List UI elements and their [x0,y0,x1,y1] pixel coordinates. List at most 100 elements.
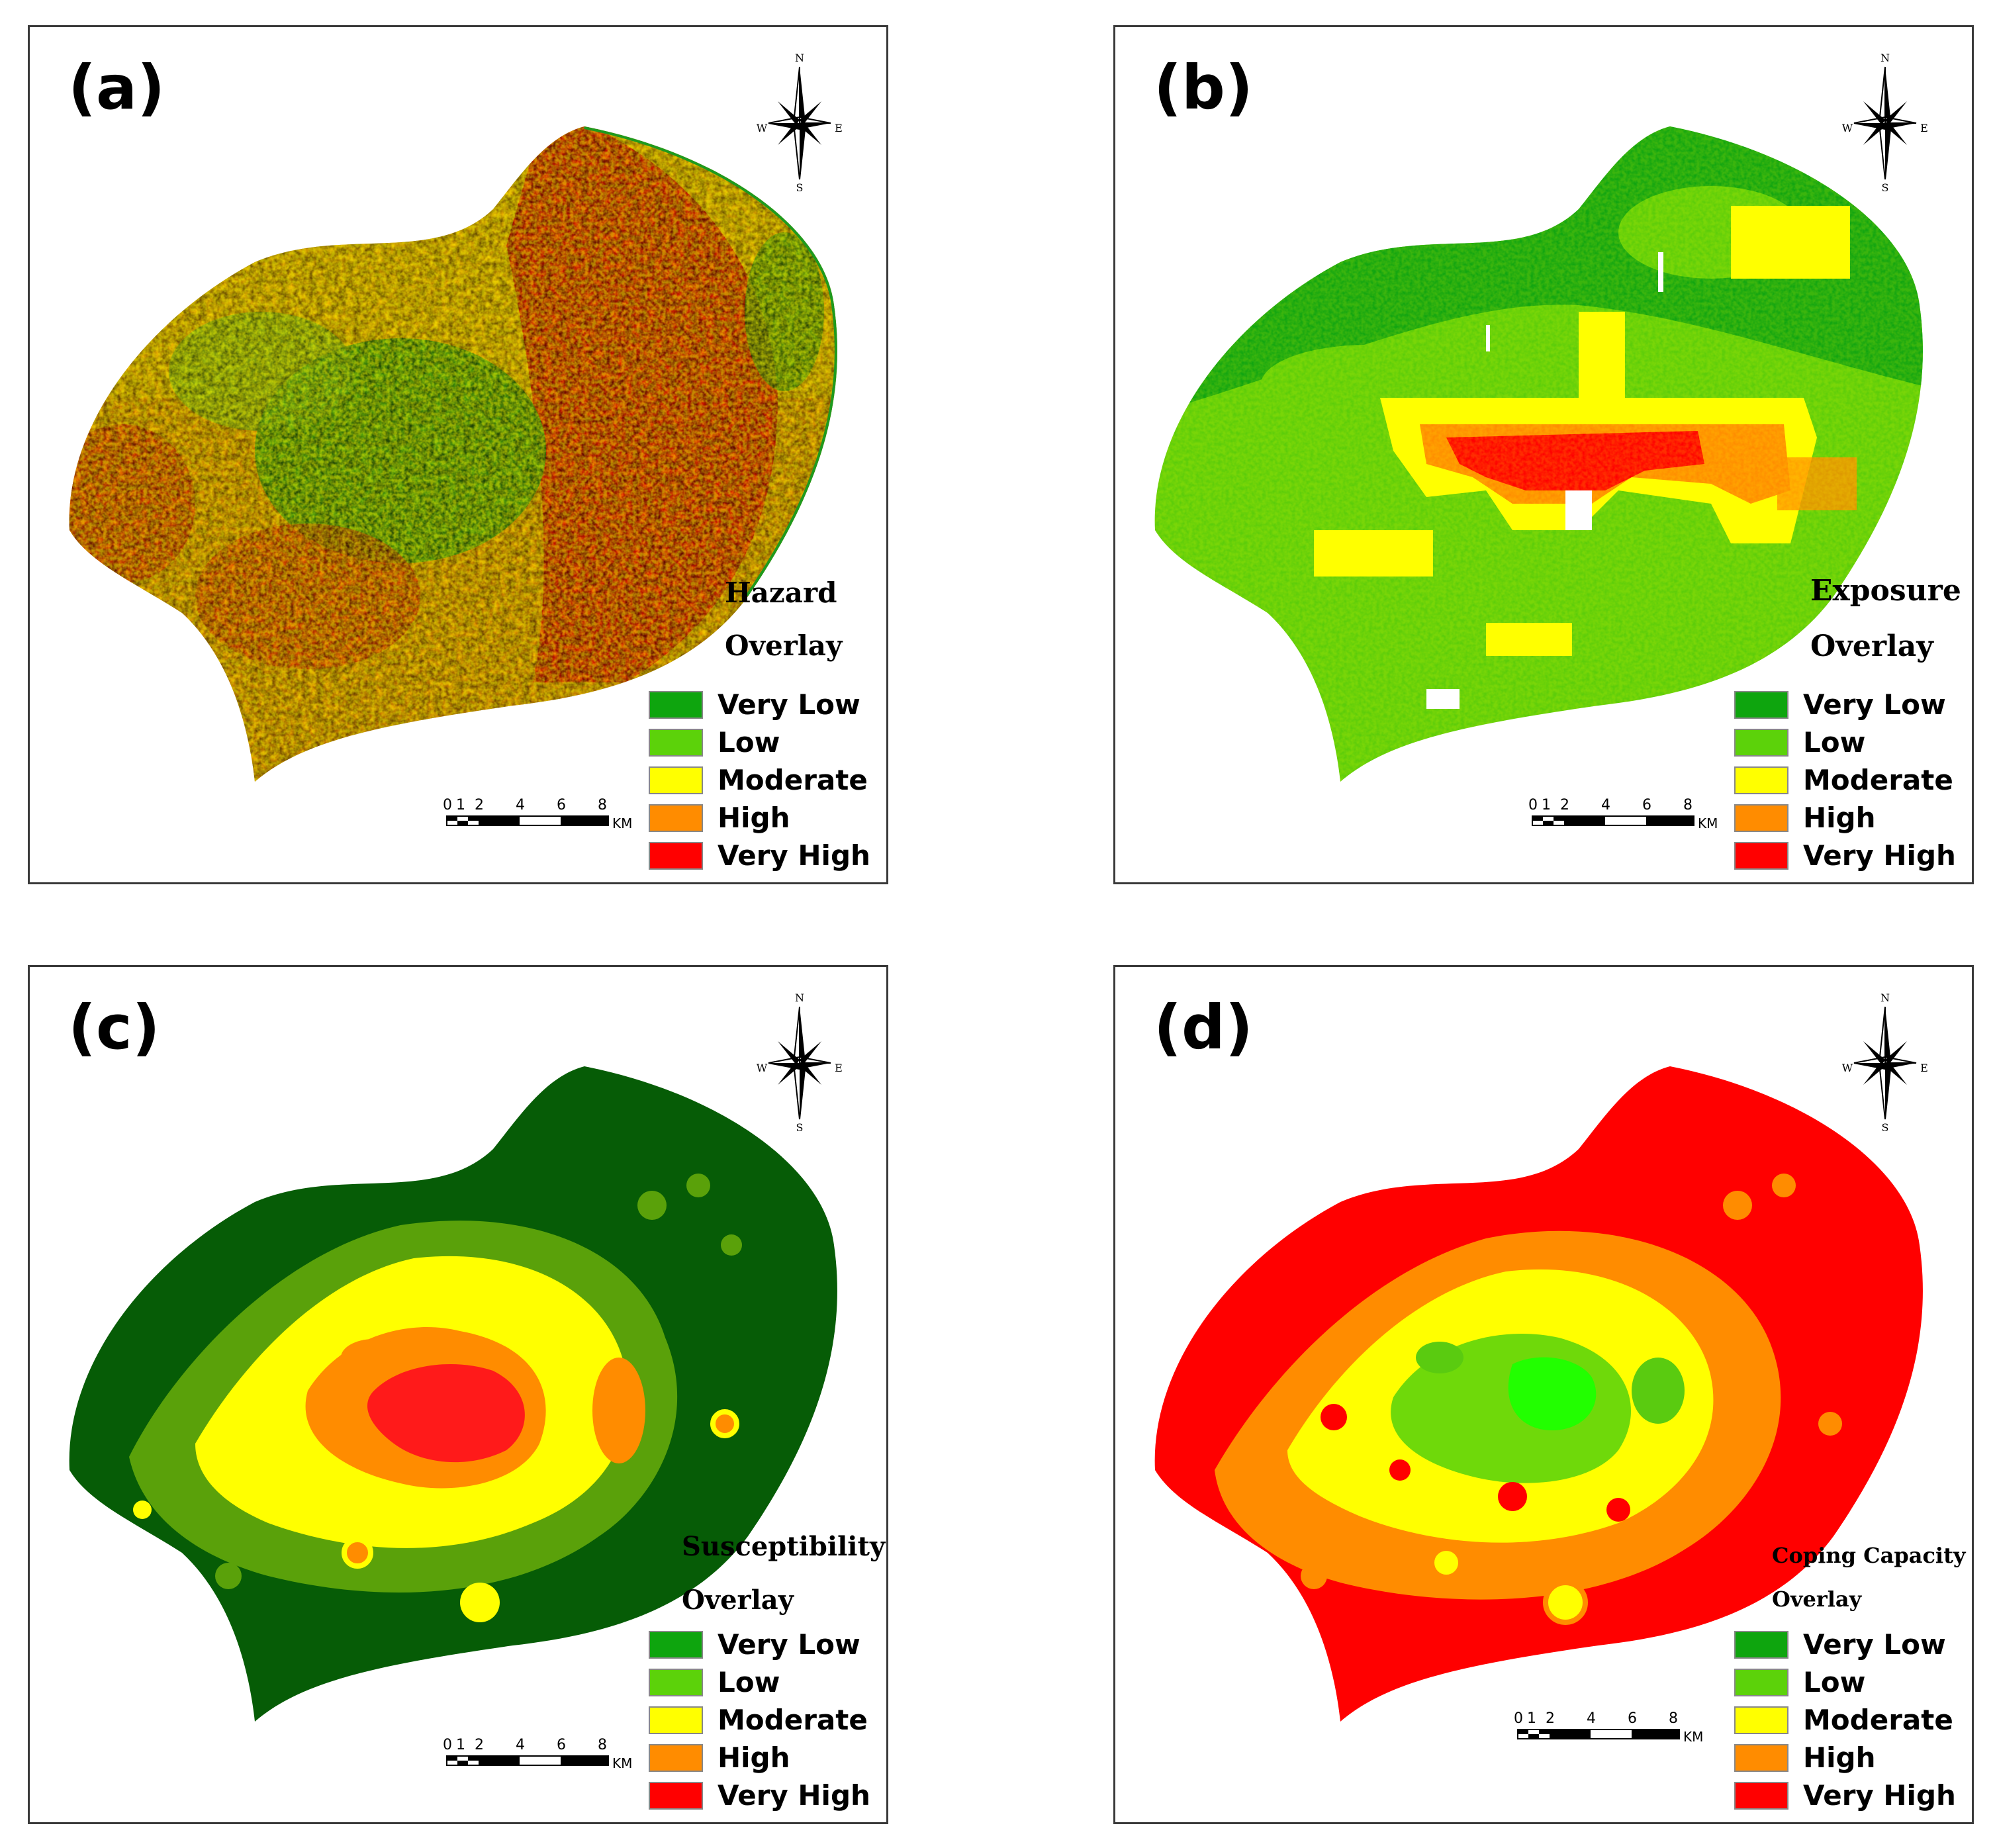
scale-tick: 2 [475,797,484,813]
scale-tick: 2 [1560,797,1569,813]
legend-item: Very Low [1734,686,1956,723]
swatch-very-low [1734,690,1788,719]
legend-item: Low [1734,1663,1956,1701]
legend-item: Low [649,723,870,761]
scale-tick: 1 [1527,1710,1536,1727]
legend-item: Low [1734,723,1956,761]
legend-title-1: Coping Capacity [1772,1543,1966,1568]
scale-tick: 8 [598,1737,607,1753]
legend-title-2: Overlay [1810,629,1933,663]
legend-label: Moderate [718,1704,868,1736]
legend-title-2: Overlay [725,629,843,662]
compass-s-label: S [796,181,804,193]
legend-label: Low [1803,726,1866,759]
swatch-very-high [649,1781,703,1810]
legend-label: Moderate [718,764,868,796]
swatch-low [649,728,703,757]
legend: Very Low Low Moderate High Very High [1734,1626,1956,1814]
panel-label-c: (c) [68,992,160,1063]
swatch-very-high [1734,841,1788,870]
panel-susceptibility-map: (c) N W E S Susceptibility Overlay Very … [28,965,888,1824]
legend-label: High [1803,1741,1876,1774]
scale-bar: 0 1 2 4 6 8 KM [443,797,632,831]
compass-w-label: W [1842,122,1853,134]
legend-title-1: Susceptibility [682,1531,886,1562]
scale-bar: 0 1 2 4 6 8 KM [1514,1710,1703,1745]
legend-item: Very High [649,1777,870,1814]
scale-unit: KM [1698,815,1718,831]
scale-bar: 0 1 2 4 6 8 KM [1528,797,1718,831]
scale-tick: 1 [456,797,465,813]
scale-tick: 2 [1546,1710,1555,1727]
compass-e-label: E [1920,122,1928,134]
swatch-low [1734,1668,1788,1696]
legend-label: Very Low [1803,1628,1946,1661]
compass-w-label: W [1842,1062,1853,1074]
legend-item: Very High [1734,837,1956,874]
legend-label: Low [718,726,780,759]
scale-unit: KM [1683,1729,1703,1745]
legend-item: Moderate [649,761,870,799]
panel-label-a: (a) [68,52,165,123]
swatch-moderate [649,1706,703,1734]
scale-tick: 8 [598,797,607,813]
swatch-low [1734,728,1788,757]
legend: Very Low Low Moderate High Very High [1734,686,1956,874]
panel-coping-capacity-map: (d) N W E S Coping Capacity Overlay Very… [1113,965,1974,1824]
swatch-moderate [649,766,703,794]
swatch-high [649,1743,703,1772]
swatch-very-high [649,841,703,870]
north-arrow-icon: N W E S [1842,52,1928,193]
legend-title-1: Hazard [725,577,837,609]
legend-item: High [1734,1739,1956,1777]
scale-tick: 4 [1601,797,1610,813]
panel-label-d: (d) [1154,992,1253,1063]
compass-e-label: E [835,1062,843,1074]
swatch-very-high [1734,1781,1788,1810]
compass-n-label: N [795,992,804,1004]
compass-n-label: N [795,52,804,64]
scale-tick: 8 [1669,1710,1678,1727]
legend-item: Very Low [649,1626,870,1663]
compass-s-label: S [796,1121,804,1132]
exposure-map [1154,126,1923,782]
north-arrow-icon: N W E S [757,52,843,193]
compass-w-label: W [757,122,768,134]
compass-w-label: W [757,1062,768,1074]
legend-item: High [649,1739,870,1777]
scale-tick: 6 [557,797,566,813]
compass-e-label: E [1920,1062,1928,1074]
legend-label: Moderate [1803,1704,1953,1736]
legend-item: Very High [649,837,870,874]
scale-unit: KM [612,1755,632,1771]
legend-label: Low [1803,1666,1866,1698]
legend-item: High [649,799,870,837]
north-arrow-icon: N W E S [1842,992,1928,1132]
swatch-high [649,804,703,832]
legend-label: High [718,1741,790,1774]
compass-s-label: S [1882,181,1889,193]
legend-item: Very Low [649,686,870,723]
legend-title-2: Overlay [682,1585,794,1616]
swatch-high [1734,804,1788,832]
scale-tick: 0 [443,1737,452,1753]
scale-tick: 2 [475,1737,484,1753]
legend-label: High [718,802,790,834]
scale-tick: 0 [1528,797,1538,813]
legend-title-1: Exposure [1810,574,1961,608]
legend-label: Very Low [718,688,860,721]
compass-n-label: N [1880,992,1890,1004]
swatch-very-low [649,690,703,719]
hazard-map [69,126,837,782]
susceptibility-map [69,1066,837,1722]
legend-label: Very Low [718,1628,860,1661]
legend-item: High [1734,799,1956,837]
legend-label: Very High [718,839,870,872]
north-arrow-icon: N W E S [757,992,843,1132]
panel-label-b: (b) [1154,52,1253,123]
legend-item: Moderate [1734,761,1956,799]
swatch-very-low [1734,1630,1788,1659]
scale-tick: 8 [1683,797,1693,813]
swatch-moderate [1734,1706,1788,1734]
legend: Very Low Low Moderate High Very High [649,686,870,874]
